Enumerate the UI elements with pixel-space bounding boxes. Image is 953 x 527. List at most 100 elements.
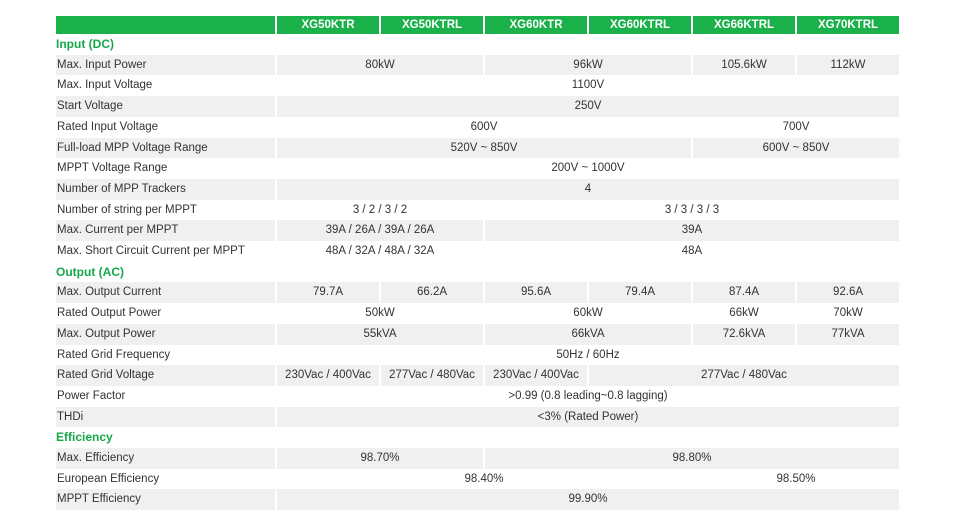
spec-row: Rated Output Power 50kW 60kW 66kW 70kW (56, 303, 899, 324)
spec-row: Max. Output Current 79.7A 66.2A 95.6A 79.4A 8… (56, 282, 899, 304)
section-title: Output (AC) (56, 264, 124, 279)
spec-value: 98.80% (485, 448, 899, 469)
model-header: XG60KTRL (589, 16, 691, 34)
spec-row: Start Voltage 250V (56, 96, 899, 117)
spec-label: Rated Input Voltage (57, 120, 159, 133)
section-header-row: Efficiency (56, 427, 899, 448)
spec-label: Number of MPP Trackers (56, 178, 275, 200)
spec-label: THDi (56, 406, 275, 428)
spec-value: 96kW (485, 54, 691, 76)
spec-value: 80kW (277, 54, 483, 76)
spec-table: XG50KTR XG50KTRL XG60KTR XG60KTRL XG66KT… (54, 16, 901, 511)
spec-value: >0.99 (0.8 leading~0.8 lagging) (508, 389, 668, 402)
header-corner (56, 16, 275, 34)
spec-row: Power Factor >0.99 (0.8 leading~0.8 laggi… (56, 386, 899, 407)
spec-row: European Efficiency 98.40% 98.50% (56, 469, 899, 490)
spec-value: 70kW (833, 307, 863, 320)
spec-value: 72.6kVA (693, 323, 795, 345)
spec-value: 250V (277, 96, 899, 117)
spec-value: 4 (277, 178, 899, 200)
spec-row: Max. Current per MPPT 39A / 26A / 39A / 2… (56, 220, 899, 242)
spec-value: 99.90% (277, 489, 899, 511)
spec-value: 60kW (573, 307, 603, 320)
spec-value: 230Vac / 400Vac (485, 365, 587, 386)
spec-value: 3 / 3 / 3 / 3 (664, 203, 720, 216)
spec-row: Rated Grid Voltage 230Vac / 400Vac 277Vac … (56, 365, 899, 386)
spec-table-body: XG50KTR XG50KTRL XG60KTR XG60KTRL XG66KT… (56, 16, 899, 511)
spec-value: 700V (782, 120, 810, 133)
spec-value: 66kVA (485, 323, 691, 345)
spec-value: 98.50% (776, 472, 816, 485)
spec-row: Max. Efficiency 98.70% 98.80% (56, 448, 899, 469)
spec-label: Max. Output Power (56, 323, 275, 345)
spec-value: 277Vac / 480Vac (381, 365, 483, 386)
spec-value: 66kW (729, 307, 759, 320)
spec-label: Max. Short Circuit Current per MPPT (57, 245, 245, 258)
spec-row: THDi <3% (Rated Power) (56, 406, 899, 428)
spec-value: 79.4A (589, 282, 691, 304)
spec-value: 95.6A (485, 282, 587, 304)
spec-row: MPPT Voltage Range 200V ~ 1000V (56, 158, 899, 179)
spec-value: 98.70% (277, 448, 483, 469)
spec-row: Max. Input Voltage 1100V (56, 75, 899, 96)
spec-label: Max. Current per MPPT (56, 220, 275, 242)
spec-value: 600V (470, 120, 498, 133)
spec-value: 39A / 26A / 39A / 26A (277, 220, 483, 242)
spec-sheet: XG50KTR XG50KTRL XG60KTR XG60KTRL XG66KT… (56, 16, 899, 511)
spec-label: European Efficiency (57, 472, 160, 485)
spec-value: 277Vac / 480Vac (589, 365, 899, 386)
spec-value: 55kVA (277, 323, 483, 345)
spec-label: Full-load MPP Voltage Range (56, 137, 275, 159)
spec-value: 1100V (571, 79, 605, 92)
section-title: Input (DC) (56, 37, 114, 51)
spec-row: Number of MPP Trackers 4 (56, 178, 899, 200)
spec-value: 50Hz / 60Hz (556, 348, 620, 361)
spec-label: Number of string per MPPT (57, 203, 197, 216)
spec-row: Max. Output Power 55kVA 66kVA 72.6kVA 77kVA (56, 323, 899, 345)
spec-row: Max. Input Power 80kW 96kW 105.6kW 112kW (56, 54, 899, 76)
spec-label: Rated Output Power (57, 307, 162, 320)
spec-value: <3% (Rated Power) (277, 406, 899, 428)
spec-label: Max. Output Current (56, 282, 275, 304)
spec-value: 48A / 32A / 48A / 32A (325, 245, 435, 258)
spec-label: Rated Grid Frequency (57, 348, 171, 361)
spec-label: Max. Input Power (56, 54, 275, 76)
spec-row: Rated Grid Frequency 50Hz / 60Hz (56, 345, 899, 366)
spec-row: MPPT Efficiency 99.90% (56, 489, 899, 511)
model-header: XG50KTR (277, 16, 379, 34)
spec-value: 79.7A (277, 282, 379, 304)
spec-value: 112kW (797, 54, 899, 76)
model-header-row: XG50KTR XG50KTRL XG60KTR XG60KTRL XG66KT… (56, 16, 899, 34)
spec-value: 48A (681, 245, 703, 258)
spec-row: Max. Short Circuit Current per MPPT 48A /… (56, 241, 899, 262)
spec-label: Rated Grid Voltage (56, 365, 275, 386)
spec-value: 3 / 2 / 3 / 2 (352, 203, 408, 216)
spec-row: Rated Input Voltage 600V 700V (56, 117, 899, 138)
section-header-row: Input (DC) (56, 34, 899, 55)
spec-value: 200V ~ 1000V (551, 162, 625, 175)
spec-row: Number of string per MPPT 3 / 2 / 3 / 2 3 … (56, 200, 899, 221)
spec-value: 39A (485, 220, 899, 242)
spec-label: Start Voltage (56, 96, 275, 117)
model-header: XG70KTRL (797, 16, 899, 34)
spec-row: Full-load MPP Voltage Range 520V ~ 850V 60… (56, 137, 899, 159)
spec-value: 600V ~ 850V (693, 137, 899, 159)
spec-value: 92.6A (797, 282, 899, 304)
spec-value: 77kVA (797, 323, 899, 345)
spec-label: Max. Efficiency (56, 448, 275, 469)
model-header: XG50KTRL (381, 16, 483, 34)
section-header-row: Output (AC) (56, 262, 899, 283)
spec-value: 520V ~ 850V (277, 137, 691, 159)
section-title: Efficiency (56, 430, 113, 445)
spec-label: MPPT Voltage Range (57, 162, 168, 175)
spec-label: Max. Input Voltage (57, 79, 153, 92)
spec-value: 87.4A (693, 282, 795, 304)
spec-value: 50kW (365, 307, 395, 320)
spec-value: 230Vac / 400Vac (277, 365, 379, 386)
model-header: XG66KTRL (693, 16, 795, 34)
spec-label: Power Factor (57, 389, 126, 402)
spec-value: 105.6kW (693, 54, 795, 76)
spec-value: 66.2A (381, 282, 483, 304)
spec-value: 98.40% (464, 472, 504, 485)
model-header: XG60KTR (485, 16, 587, 34)
